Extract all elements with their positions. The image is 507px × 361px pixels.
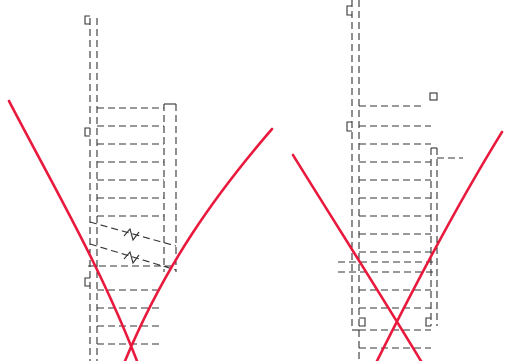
left-stair-treads [88,107,176,345]
right-cross-mark [291,130,504,361]
right-wall-notches [346,5,437,331]
left-cross-mark [7,99,274,361]
right-cross-stroke-2 [375,130,504,361]
left-break-lines [89,221,177,271]
break-symbol-upper [123,227,140,242]
right-newel-square [429,92,438,101]
break-symbol-lower [123,250,140,265]
left-stair-plan [84,15,177,361]
right-stair-treads [338,105,463,349]
left-cross-stroke-2 [123,127,274,361]
right-stair-plan [338,0,463,361]
right-cross-stroke-1 [291,153,423,361]
left-wall-lines [89,18,177,361]
left-cross-stroke-1 [7,99,139,361]
left-wall-notches [84,15,176,287]
